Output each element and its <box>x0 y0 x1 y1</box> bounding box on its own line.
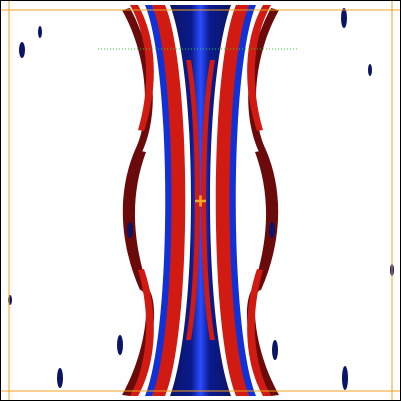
center-red-filament <box>186 60 200 340</box>
plus-icon <box>195 195 206 207</box>
peripheral-blue-blobs <box>8 8 394 390</box>
center-red-filament-right <box>201 60 215 340</box>
blue-bands <box>145 5 256 396</box>
red-bands <box>130 5 271 396</box>
